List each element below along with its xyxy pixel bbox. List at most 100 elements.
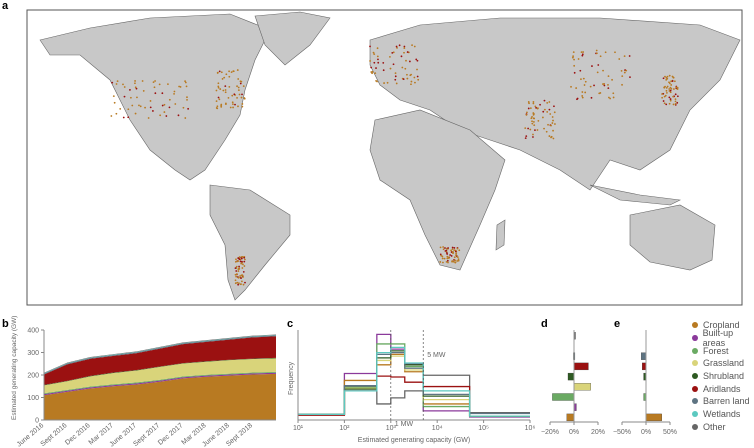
map-point	[168, 98, 171, 101]
map-point	[241, 105, 244, 108]
map-point	[141, 80, 144, 82]
map-point	[529, 128, 532, 131]
map-point	[584, 91, 587, 94]
map-point	[618, 58, 621, 60]
legend-swatch	[692, 385, 698, 392]
legend-swatch	[692, 411, 698, 418]
y-axis-label: Estimated generating capacity (GW)	[11, 316, 18, 420]
legend-label: Cropland	[703, 320, 740, 331]
map-point	[400, 55, 403, 58]
map-point	[662, 77, 665, 80]
map-point	[119, 107, 122, 110]
map-point	[664, 94, 667, 97]
map-point	[623, 55, 626, 58]
map-point	[127, 108, 130, 111]
map-point	[530, 117, 533, 120]
map-point	[243, 97, 246, 99]
map-point	[551, 116, 554, 118]
map-point	[403, 47, 406, 49]
map-point	[452, 260, 455, 263]
map-point	[543, 108, 546, 111]
map-point	[165, 115, 168, 117]
map-point	[454, 259, 457, 262]
map-point	[153, 86, 156, 89]
panel-label-b: b	[2, 318, 9, 330]
map-point	[621, 83, 623, 86]
map-point	[416, 68, 418, 71]
map-point	[129, 89, 131, 91]
map-point	[676, 95, 679, 98]
map-point	[674, 93, 677, 96]
legend-label: Shrubland	[703, 371, 745, 382]
map-point	[406, 77, 409, 80]
map-point	[589, 85, 592, 88]
map-point	[527, 127, 530, 130]
legend-label: Grassland	[703, 358, 745, 369]
map-point	[661, 93, 663, 95]
map-point	[583, 84, 586, 86]
map-point	[228, 85, 231, 88]
map-point	[549, 113, 552, 115]
map-point	[532, 121, 535, 123]
map-point	[376, 47, 379, 50]
map-point	[674, 102, 677, 105]
y-tick-label: 0	[35, 418, 39, 425]
map-point	[669, 99, 672, 102]
map-point	[240, 257, 243, 260]
chart-c: 10¹ 10² 10³ 10⁴ 10⁵ 10⁶ 1 MW 5 MW Estimated gene…	[288, 330, 535, 444]
map-point	[534, 105, 537, 108]
chart-d: −20% 0% 20%	[541, 330, 605, 436]
legend-label: Built-up areas	[702, 328, 734, 349]
map-point	[669, 98, 672, 100]
map-point	[215, 89, 218, 92]
map-point	[411, 44, 413, 47]
map-point	[167, 83, 169, 86]
legend-label: Barren land	[703, 396, 750, 407]
map-point	[236, 281, 239, 284]
map-point	[395, 82, 398, 85]
map-point	[185, 85, 188, 88]
map-point	[668, 96, 671, 99]
map-point	[673, 88, 675, 90]
map-point	[240, 277, 242, 279]
x-tick-label: 10⁶	[525, 425, 536, 432]
map-point	[442, 246, 445, 248]
map-point	[662, 100, 665, 102]
map-point	[401, 66, 404, 69]
map-point	[454, 250, 457, 253]
map-point	[134, 86, 137, 89]
map-point	[531, 115, 533, 118]
map-point	[134, 112, 137, 115]
map-point	[553, 111, 556, 114]
x-tick-label: 20%	[591, 429, 605, 436]
map-point	[374, 72, 377, 75]
map-point	[242, 283, 245, 286]
map-point	[410, 80, 413, 83]
map-point	[447, 247, 449, 249]
map-point	[174, 103, 177, 105]
legend-swatch	[692, 335, 698, 342]
legend-item: Aridlands	[692, 382, 754, 395]
map-point	[243, 260, 246, 263]
map-point	[240, 96, 243, 99]
map-point	[668, 82, 671, 85]
map-point	[672, 76, 675, 79]
map-point	[455, 254, 457, 256]
map-point	[554, 123, 556, 125]
map-point	[607, 84, 609, 86]
map-point	[584, 80, 587, 83]
map-point	[665, 86, 668, 89]
x-tick-label: 10⁵	[478, 425, 489, 432]
map-point	[454, 261, 457, 264]
greenland	[254, 11, 331, 66]
map-point	[457, 258, 460, 261]
map-point	[373, 61, 376, 64]
map-point	[376, 55, 379, 58]
map-point	[235, 270, 238, 272]
map-point	[666, 75, 669, 78]
map-point	[234, 260, 237, 263]
map-point	[577, 58, 580, 60]
map-point	[163, 103, 166, 106]
map-point	[161, 104, 164, 107]
map-point	[396, 47, 398, 49]
